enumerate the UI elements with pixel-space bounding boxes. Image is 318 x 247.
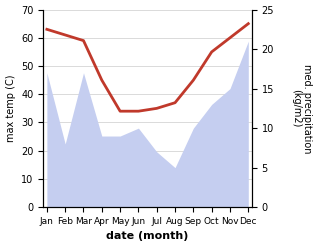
Y-axis label: med. precipitation
(kg/m2): med. precipitation (kg/m2) <box>291 64 313 153</box>
Y-axis label: max temp (C): max temp (C) <box>5 75 16 142</box>
X-axis label: date (month): date (month) <box>107 231 189 242</box>
